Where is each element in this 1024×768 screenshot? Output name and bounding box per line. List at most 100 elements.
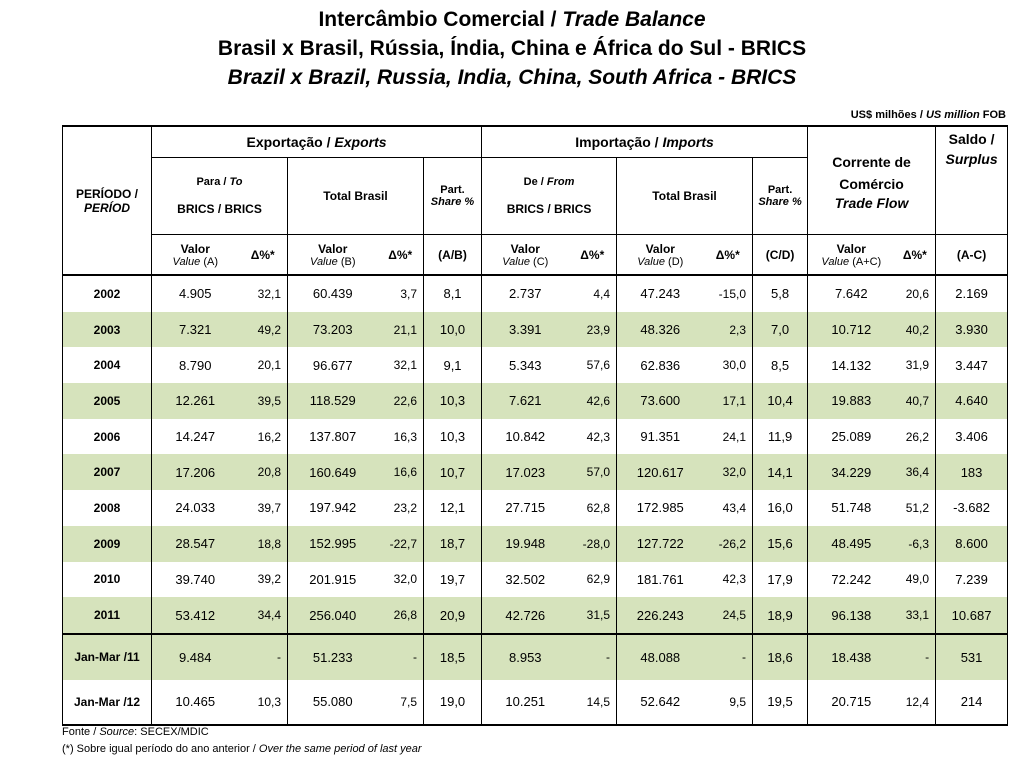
imports-from-brics-header: De / From BRICS / BRICS	[481, 157, 618, 235]
imports-total-delta: -26,2	[703, 525, 754, 562]
exports-total-value: 118.529	[287, 383, 378, 419]
imports-share-value: 10,4	[752, 383, 809, 419]
imports-brics-label: BRICS / BRICS	[506, 202, 592, 216]
title-block: Intercâmbio Comercial / Trade Balance Br…	[0, 6, 1024, 92]
valor-label: Valor	[510, 241, 540, 256]
cd-header: (C/D)	[752, 234, 809, 276]
table-row: 2011 53.412 34,4 256.040 26,8 20,9 42.726 31,5 2…	[62, 597, 1009, 634]
surplus-value: -3.682	[935, 490, 1009, 526]
c-label: (C)	[533, 255, 549, 268]
trade-flow-delta: 20,6	[894, 275, 937, 312]
exports-total-delta: -22,7	[377, 525, 424, 562]
valor-label: Valor	[836, 241, 866, 256]
period-cell: 2010	[62, 561, 152, 598]
exports-brics-delta: 39,2	[238, 561, 288, 598]
period-cell: 2009	[62, 525, 152, 562]
trade-flow-value: 14.132	[807, 347, 895, 384]
imports-brics-value: 10.251	[481, 679, 569, 726]
period-header: PERÍODO / PERÍOD	[62, 125, 152, 276]
exports-brics-delta: 32,1	[238, 275, 288, 312]
imports-brics-value: 17.023	[481, 454, 569, 491]
footnote-pt: (*) Sobre igual período do ano anterior …	[62, 743, 256, 755]
exports-total-value: 197.942	[287, 490, 378, 526]
exports-share-value: 10,7	[422, 454, 483, 491]
trade-flow-delta: 40,2	[894, 311, 937, 348]
title-line-2: Brasil x Brasil, Rússia, Índia, China e …	[217, 37, 807, 60]
trade-flow-delta: 31,9	[894, 347, 937, 384]
surplus-value: 2.169	[935, 275, 1009, 312]
imports-total-value: 48.088	[616, 632, 704, 680]
table-row: Jan-Mar /11 9.484-51.233-18,5 8.953-48.088…	[62, 632, 1009, 680]
period-cell: 2008	[62, 490, 152, 526]
exports-brics-value: 39.740	[151, 561, 239, 598]
unit-en: US million	[925, 109, 980, 121]
imports-share-value: 19,5	[752, 679, 809, 726]
title-sep: /	[544, 8, 563, 31]
exports-total-delta: 16,3	[377, 418, 424, 455]
trade-flow-value: 48.495	[807, 525, 895, 562]
imports-share-value: 7,0	[752, 311, 809, 348]
exports-brics-delta: 39,7	[238, 490, 288, 526]
exports-to-brics-header: Para / To BRICS / BRICS	[151, 157, 288, 235]
trade-flow-delta: 49,0	[894, 561, 937, 598]
exports-brics-delta: 39,5	[238, 383, 288, 419]
exports-share-value: 9,1	[422, 347, 483, 384]
period-cell: 2002	[62, 275, 152, 312]
exports-brics-delta: 34,4	[238, 597, 288, 634]
trade-flow-delta: 36,4	[894, 454, 937, 491]
exports-share-value: 19,0	[422, 679, 483, 726]
imports-brics-delta: 14,5	[568, 679, 618, 726]
exports-share-value: 10,3	[422, 383, 483, 419]
source-en: Source	[99, 726, 135, 738]
footnote-en: Over the same period of last year	[258, 743, 422, 755]
imports-total-delta: 43,4	[703, 490, 754, 526]
imports-total-delta: 42,3	[703, 561, 754, 598]
imports-total-value: 52.642	[616, 679, 704, 726]
table-row: 2009 28.547 18,8 152.995 -22,7 18,7 19.948 -28,…	[62, 525, 1009, 562]
imports-share-value: 8,5	[752, 347, 809, 384]
exports-brics-value: 28.547	[151, 525, 239, 562]
header-row-2: Para / To BRICS / BRICS Total Brasil Par…	[63, 157, 1008, 235]
imports-brics-delta: 4,4	[568, 275, 618, 312]
imports-total-value: 73.600	[616, 383, 704, 419]
aplusc-label: (A+C)	[852, 255, 882, 268]
unit-suffix: FOB	[979, 109, 1006, 121]
imports-total-value: 172.985	[616, 490, 704, 526]
imports-total-value: 91.351	[616, 418, 704, 455]
imports-brics-value: 27.715	[481, 490, 569, 526]
footnote: (*) Sobre igual período do ano anterior …	[62, 743, 422, 755]
trade-flow-delta: 33,1	[894, 597, 937, 634]
imports-brics-delta: 62,9	[568, 561, 618, 598]
imports-total-delta: 30,0	[703, 347, 754, 384]
imports-brics-delta: 62,8	[568, 490, 618, 526]
imports-total-delta: 9,5	[703, 679, 754, 726]
delta-b-header: Δ%*	[377, 234, 424, 276]
trade-flow-value: 10.712	[807, 311, 895, 348]
exports-total-value: 55.080	[287, 679, 378, 726]
trade-flow-delta: 12,4	[894, 679, 937, 726]
exports-total-value: 152.995	[287, 525, 378, 562]
imports-total-value: 181.761	[616, 561, 704, 598]
exports-brics-value: 53.412	[151, 597, 239, 634]
imports-brics-delta: 57,0	[568, 454, 618, 491]
period-cell: 2004	[62, 347, 152, 384]
exports-share-value: 10,3	[422, 418, 483, 455]
delta-c-header: Δ%*	[568, 234, 618, 276]
source-pt: Fonte	[62, 726, 91, 738]
exports-total-delta: 32,1	[377, 347, 424, 384]
trade-flow-value: 20.715	[807, 679, 895, 726]
trade-flow-header-pt: Corrente de Comércio	[832, 153, 911, 192]
imports-share-value: 5,8	[752, 275, 809, 312]
title-pt: Intercâmbio Comercial	[318, 8, 545, 31]
exports-share-value: 12,1	[422, 490, 483, 526]
imports-total-value: 127.722	[616, 525, 704, 562]
imports-brics-value: 3.391	[481, 311, 569, 348]
imports-brics-delta: 57,6	[568, 347, 618, 384]
imports-brics-value: 10.842	[481, 418, 569, 455]
source-value: : SECEX/MDIC	[134, 726, 209, 738]
trade-flow-value: 34.229	[807, 454, 895, 491]
exports-total-value: 160.649	[287, 454, 378, 491]
value-label: Value	[310, 255, 338, 268]
exports-total-value: 60.439	[287, 275, 378, 312]
exports-total-value: 51.233	[287, 632, 378, 680]
